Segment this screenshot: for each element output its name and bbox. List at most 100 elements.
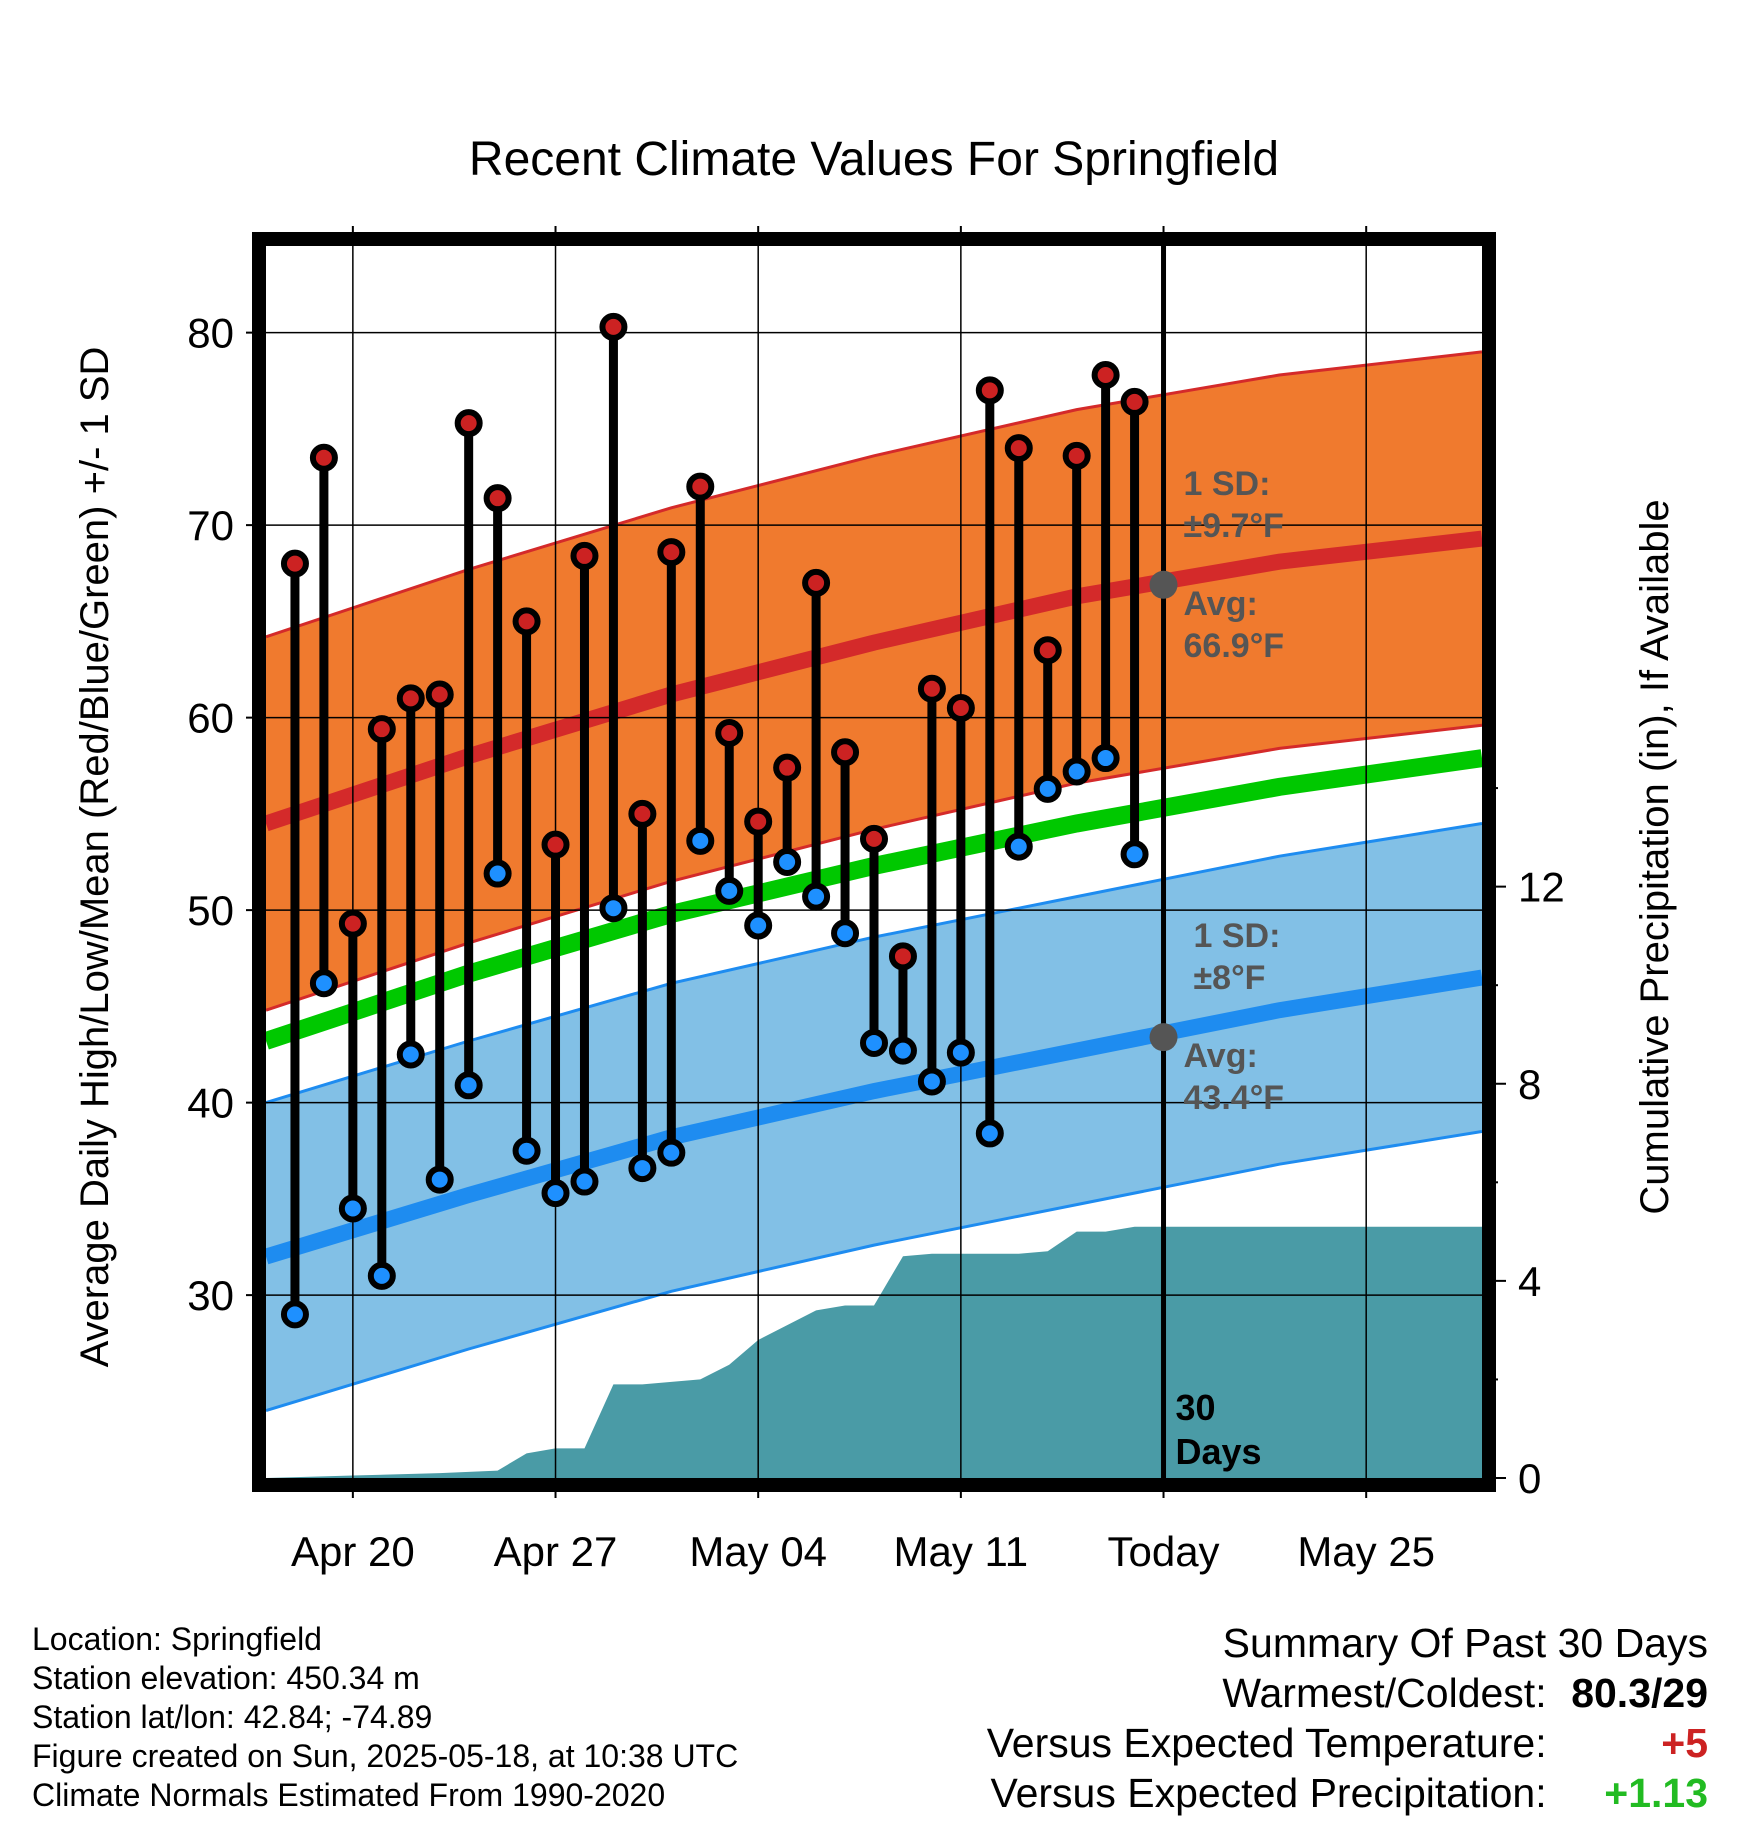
plot-area: 1 SD: ±9.7°F Avg: 66.9°F 1 SD: ±8°F Avg: 43.4°F… [187,226,1565,1575]
daily-low-point [1004,832,1033,861]
daily-low-point [888,1036,917,1065]
temp-vs-expected-label: Versus Expected Temperature: [986,1720,1547,1766]
precip-vs-expected-row: Versus Expected Precipitation: +1.13 [987,1768,1709,1818]
climate-chart: Recent Climate Values For Springfield 1 … [73,133,1677,1600]
x-tick-label: May 11 [894,1528,1029,1575]
daily-high-point [1062,441,1091,470]
daily-high-point [512,607,541,636]
daily-high-point [975,376,1004,405]
daily-high-point [686,472,715,501]
normals-text: Climate Normals Estimated From 1990-2020 [32,1777,666,1813]
daily-low-point [657,1138,686,1167]
daily-low-point [1033,774,1062,803]
y2-tick-label: 0 [1518,1455,1541,1502]
location-text: Location: Springfield [32,1621,322,1657]
daily-low-point [946,1038,975,1067]
x-tick-label: Apr 20 [291,1528,415,1575]
daily-high-point [1033,636,1062,665]
daily-low-point [975,1119,1004,1148]
daily-low-point [309,969,338,998]
daily-high-point [541,830,570,859]
y-tick-label: 70 [187,502,234,549]
daily-high-point [599,312,628,341]
y2-tick-label: 12 [1518,864,1565,911]
daily-low-point [1062,757,1091,786]
today-high-normal-point [1149,570,1178,599]
daily-low-point [744,911,773,940]
daily-low-point [802,882,831,911]
daily-low-point [280,1300,309,1329]
daily-high-point [367,715,396,744]
plot-frame [252,232,1496,1492]
daily-high-point [715,719,744,748]
x-tick-label: Apr 27 [494,1528,618,1575]
daily-high-point [280,549,309,578]
warmest-coldest-label: Warmest/Coldest: [1222,1670,1547,1716]
daily-high-point [888,942,917,971]
daily-low-point [483,859,512,888]
temp-vs-expected-row: Versus Expected Temperature: +5 [987,1718,1708,1768]
temp-vs-expected-value: +5 [1661,1720,1708,1766]
daily-high-point [454,409,483,438]
low-sd-value: ±8°F [1194,959,1266,997]
low-sd-label: 1 SD: [1194,917,1281,955]
daily-high-point [1091,360,1120,389]
daily-high-point [744,807,773,836]
precip-vs-expected-value: +1.13 [1604,1770,1708,1816]
high-normal-band [266,351,1482,1011]
daily-low-point [628,1154,657,1183]
y-axis-label: Average Daily High/Low/Mean (Red/Blue/Gr… [73,347,117,1368]
precip-vs-expected-label: Versus Expected Precipitation: [990,1770,1547,1816]
summary-title: Summary Of Past 30 Days [1222,1620,1708,1666]
daily-low-point [860,1028,888,1057]
daily-high-point [628,799,657,828]
latlon-text: Station lat/lon: 42.84; -74.89 [32,1699,433,1735]
daily-low-point [570,1167,599,1196]
daily-low-point [396,1040,425,1069]
daily-low-point [454,1071,483,1100]
x-tick-label: Today [1107,1528,1219,1575]
y2-tick-label: 4 [1518,1258,1541,1305]
daily-high-point [338,909,367,938]
daily-low-point [425,1165,454,1194]
x-axis-label: Day [837,1592,912,1600]
daily-low-point [773,848,802,876]
y-tick-label: 40 [187,1080,234,1127]
daily-high-point [802,568,831,597]
low-normal-band [266,823,1482,1411]
y-tick-label: 30 [187,1272,234,1319]
daily-high-point [309,443,338,472]
high-sd-value: ±9.7°F [1184,507,1284,545]
daily-high-point [570,541,599,570]
chart-title: Recent Climate Values For Springfield [469,133,1279,186]
high-sd-label: 1 SD: [1184,465,1271,503]
y2-axis-label: Cumulative Precipitation (in), If Availa… [1633,499,1677,1214]
daily-high-point [1004,434,1033,463]
today-days-label: Days [1176,1431,1262,1472]
daily-high-point [831,738,860,767]
warmest-coldest-value: 80.3/29 [1571,1670,1708,1716]
warmest-coldest-row: Warmest/Coldest: 80.3/29 [987,1668,1708,1718]
low-normal-line [266,969,1482,1265]
y-tick-label: 50 [187,887,234,934]
daily-low-point [1091,744,1120,773]
daily-low-point [917,1067,946,1096]
daily-high-point [773,753,802,782]
high-avg-label: Avg: [1184,585,1258,623]
daily-low-point [686,826,715,855]
daily-low-point [715,876,744,905]
low-avg-label: Avg: [1184,1037,1258,1075]
x-tick-label: May 25 [1297,1528,1435,1575]
daily-high-point [860,824,888,853]
x-tick-label: May 04 [689,1528,827,1575]
daily-high-point [917,674,946,703]
precip-area [266,1226,1482,1478]
y-tick-label: 60 [187,695,234,742]
y2-tick-label: 8 [1518,1061,1541,1108]
daily-high-point [1120,387,1149,416]
daily-high-point [483,484,512,513]
daily-low-point [338,1194,367,1223]
created-text: Figure created on Sun, 2025-05-18, at 10… [32,1738,739,1774]
plot-inner: 1 SD: ±9.7°F Avg: 66.9°F 1 SD: ±8°F Avg: 43.4°F… [266,246,1482,1478]
high-avg-value: 66.9°F [1184,627,1285,665]
